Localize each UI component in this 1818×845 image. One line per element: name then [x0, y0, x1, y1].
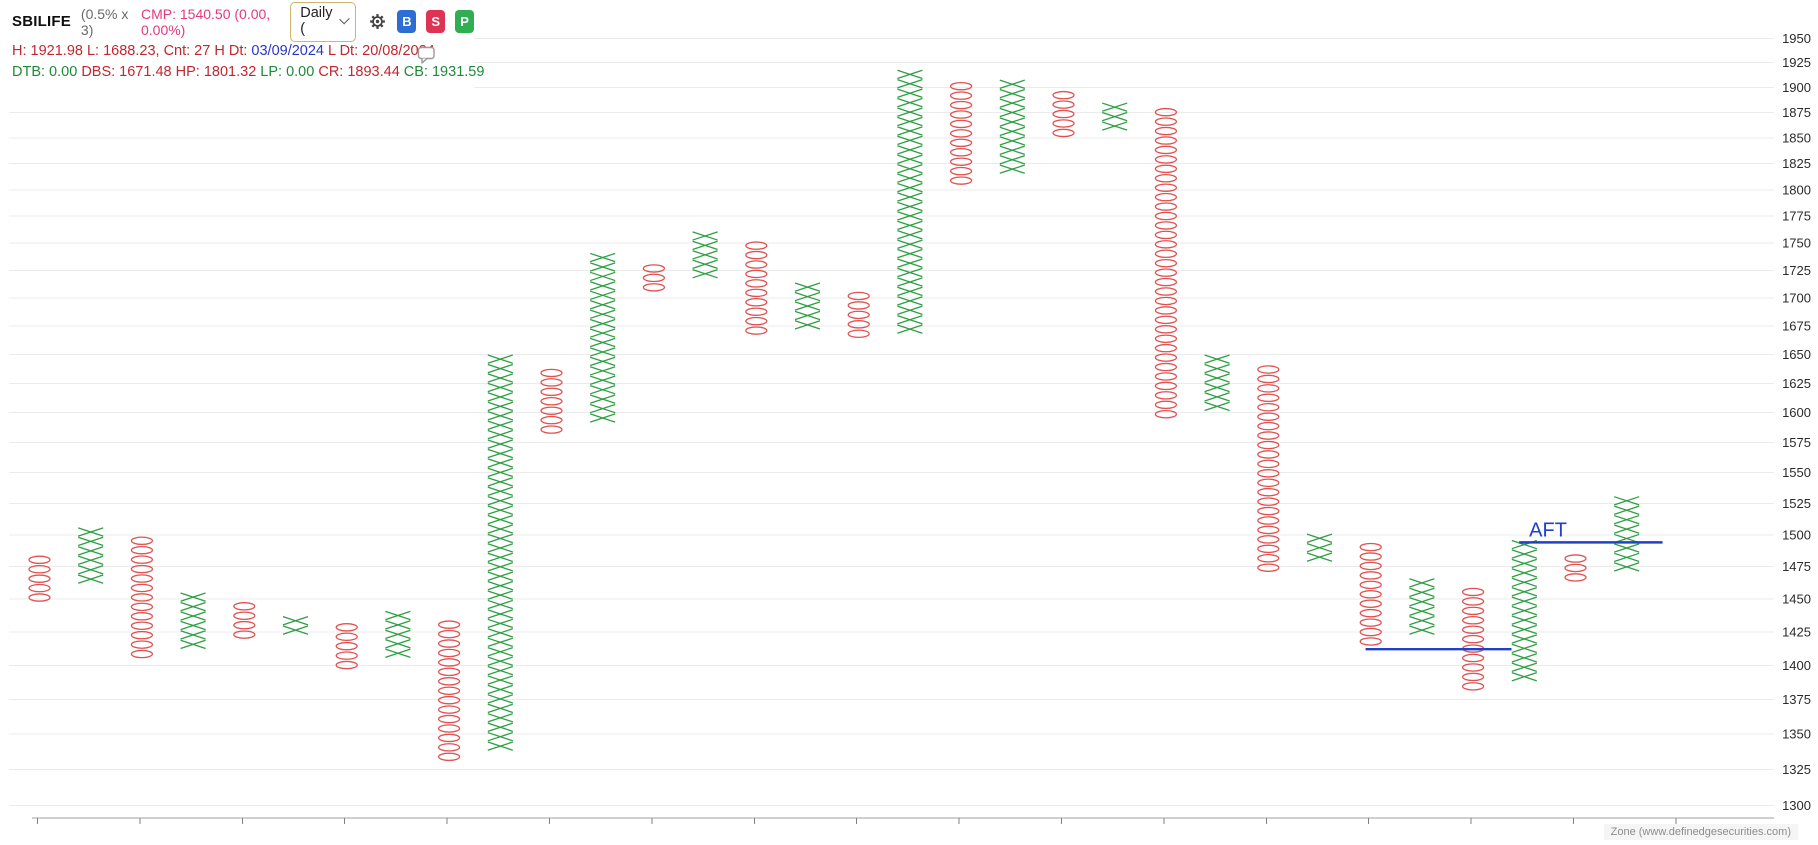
y-axis-label: 1325 — [1782, 762, 1811, 777]
y-axis-label: 1425 — [1782, 624, 1811, 639]
y-axis-label: 1600 — [1782, 405, 1811, 420]
y-axis-label: 1500 — [1782, 527, 1811, 542]
timeframe-dropdown[interactable]: Daily ( — [290, 1, 357, 42]
pf-column-x — [282, 615, 309, 635]
pf-column-x — [794, 282, 821, 330]
y-axis-label: 1450 — [1782, 591, 1811, 606]
stat-segment: LP: 0.00 — [260, 64, 319, 80]
pf-column-o — [745, 241, 768, 335]
y-axis-label: 1350 — [1782, 727, 1811, 742]
pf-column-o — [540, 368, 563, 434]
y-axis-label: 1950 — [1782, 31, 1811, 46]
pf-column-x — [999, 79, 1026, 174]
sell-button[interactable]: S — [426, 10, 446, 33]
pf-column-x — [1613, 496, 1640, 572]
gear-icon-glyph — [370, 14, 386, 29]
pf-column-x — [1511, 539, 1538, 682]
y-axis-label: 1625 — [1782, 376, 1811, 391]
settings-gear-icon[interactable] — [368, 12, 387, 31]
stat-segment: CR: 1893.44 — [318, 64, 404, 80]
pf-column-o — [1257, 365, 1280, 572]
pf-column-o — [335, 623, 358, 670]
timeframe-value: Daily ( — [300, 4, 333, 37]
stats-line-high-low: H: 1921.98 L: 1688.23, Cnt: 27 H Dt: 03/… — [12, 43, 474, 59]
y-axis-label: 1825 — [1782, 156, 1811, 171]
watermark: Zone (www.definedgesecurities.com) — [1603, 824, 1798, 840]
y-axis-label: 1650 — [1782, 347, 1811, 362]
y-axis-label: 1375 — [1782, 692, 1811, 707]
pf-column-o — [949, 81, 973, 185]
pf-column-x — [692, 231, 718, 279]
pf-column-o — [1564, 554, 1587, 582]
pf-column-o — [1461, 587, 1485, 691]
chevron-down-icon — [338, 13, 350, 25]
stat-segment: H: 1921.98 L: 1688.23, Cnt: 27 H Dt: — [12, 43, 252, 59]
stat-segment: L Dt: — [323, 43, 363, 59]
stat-segment: HP: 1801.32 — [175, 64, 261, 80]
pf-column-x — [1306, 533, 1333, 562]
y-axis-label: 1750 — [1782, 236, 1811, 251]
chart-header: SBILIFE (0.5% x 3) CMP: 1540.50 (0.00, 0… — [0, 0, 484, 90]
pf-column-x — [487, 354, 514, 751]
comment-bubble-icon[interactable] — [417, 46, 437, 70]
y-axis-label: 1900 — [1782, 80, 1811, 95]
y-axis-label: 1550 — [1782, 465, 1811, 480]
pf-column-o — [437, 620, 461, 762]
y-axis-label: 1475 — [1782, 559, 1811, 574]
trendline-label: AFT — [1529, 519, 1567, 541]
y-axis-label: 1525 — [1782, 496, 1811, 511]
pf-column-o — [1052, 90, 1075, 138]
y-axis-label: 1775 — [1782, 209, 1811, 224]
pf-column-o — [28, 555, 51, 602]
p-button[interactable]: P — [455, 10, 475, 33]
pf-column-o — [847, 291, 870, 339]
pf-column-x — [589, 252, 616, 423]
y-axis-label: 1725 — [1782, 263, 1811, 278]
y-axis-label: 1700 — [1782, 290, 1811, 305]
stat-segment: DBS: 1671.48 — [81, 64, 176, 80]
pf-column-x — [1409, 578, 1435, 635]
y-axis-label: 1300 — [1782, 798, 1811, 813]
y-axis-label: 1875 — [1782, 105, 1811, 120]
header-toolbar: SBILIFE (0.5% x 3) CMP: 1540.50 (0.00, 0… — [12, 1, 475, 42]
symbol-label: SBILIFE — [12, 13, 71, 30]
pf-column-o — [642, 264, 666, 292]
chart-params-label: (0.5% x 3) — [80, 5, 129, 38]
y-axis-label: 1925 — [1782, 55, 1811, 70]
pf-column-o — [1359, 542, 1382, 646]
y-axis-label: 1575 — [1782, 435, 1811, 450]
stat-segment: 20/08/2024 — [362, 43, 435, 59]
y-axis-label: 1800 — [1782, 182, 1811, 197]
y-axis-label: 1850 — [1782, 130, 1811, 145]
pf-column-x — [77, 527, 104, 584]
pf-column-o — [130, 536, 154, 659]
pf-column-o — [233, 602, 256, 639]
stat-segment: DTB: 0.00 — [12, 64, 82, 80]
stat-segment: CB: 1931.59 — [403, 64, 485, 80]
cmp-label: CMP: 1540.50 (0.00, 0.00%) — [140, 5, 271, 38]
pf-column-x — [1204, 354, 1230, 412]
y-axis-label: 1675 — [1782, 318, 1811, 333]
speech-bubble-glyph — [417, 46, 435, 64]
y-axis-label: 1400 — [1782, 658, 1811, 673]
pf-column-x — [180, 592, 206, 650]
pf-column-x — [385, 610, 411, 658]
pf-column-o — [1154, 107, 1178, 419]
stats-line-levels: DTB: 0.00 DBS: 1671.48 HP: 1801.32 LP: 0… — [12, 64, 484, 80]
pf-column-x — [897, 69, 923, 334]
stat-segment: 03/09/2024 — [251, 43, 324, 59]
buy-button[interactable]: B — [397, 10, 417, 33]
pf-column-x — [1101, 102, 1128, 131]
